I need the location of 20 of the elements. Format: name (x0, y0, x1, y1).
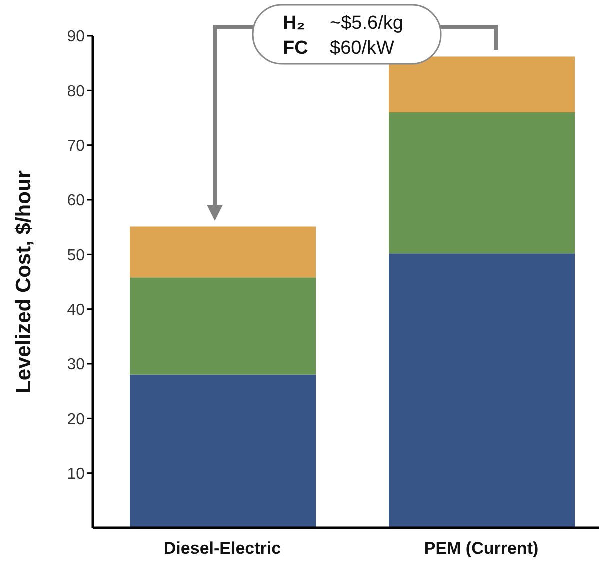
y-tick-label: 50 (67, 247, 86, 264)
y-tick-label: 40 (67, 302, 86, 320)
text: H₂ ~$5.6/kg (283, 13, 404, 34)
bar (389, 112, 575, 254)
y-tick-label: 30 (67, 356, 86, 374)
y-tick-label: 10 (67, 466, 86, 484)
bar (389, 254, 575, 528)
y-tick-label: 60 (67, 192, 86, 210)
y-tick-label: 70 (67, 138, 86, 156)
y-tick-label: 80 (67, 83, 86, 100)
x-tick-label: Diesel-Electric (164, 539, 282, 558)
y-axis-title: Levelized Cost, $/hour (12, 170, 36, 394)
y-tick-label: 20 (67, 411, 86, 428)
bar (130, 374, 316, 528)
annotation: FC $60/kW (283, 38, 394, 59)
x-tick-label: PEM (Current) (424, 539, 539, 558)
bar (130, 278, 316, 375)
bar (130, 226, 316, 278)
bar (389, 56, 575, 113)
y-tick-label: 90 (67, 28, 86, 46)
